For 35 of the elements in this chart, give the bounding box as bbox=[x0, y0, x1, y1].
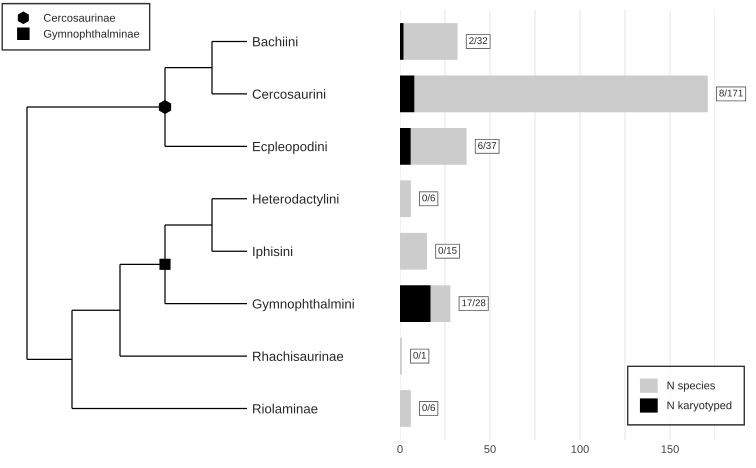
bar bbox=[410, 128, 467, 165]
bar bbox=[404, 23, 458, 60]
annotation: 6/37 bbox=[478, 142, 496, 149]
bar bbox=[414, 76, 708, 112]
text: Cercosaurinae bbox=[44, 14, 116, 22]
bar bbox=[400, 285, 431, 322]
annotation: 17/28 bbox=[462, 299, 486, 306]
bar bbox=[400, 232, 427, 270]
legend-label: N karyotyped bbox=[668, 401, 732, 412]
y-tick-label: Ecpleopodini bbox=[253, 142, 327, 154]
x-tick-label: 0 bbox=[397, 445, 403, 454]
annotation: 8/171 bbox=[719, 89, 743, 97]
bar bbox=[400, 390, 411, 427]
text: Gymnophthalminae bbox=[44, 30, 140, 40]
x-tick-label: 150 bbox=[662, 445, 679, 454]
y-tick-label: Gymnophthalmini bbox=[252, 298, 354, 312]
y-tick-label: Bachiini bbox=[253, 36, 298, 46]
y-tick-label: Cercosaurini bbox=[252, 89, 326, 99]
bar bbox=[400, 128, 411, 165]
legend-label: N species bbox=[668, 381, 715, 392]
bar bbox=[400, 76, 414, 112]
bar bbox=[400, 23, 404, 60]
y-tick-label: Heterodactylini bbox=[253, 194, 338, 206]
annotation: 0/6 bbox=[422, 194, 435, 202]
y-tick-label: Iphisini bbox=[253, 246, 292, 259]
y-tick-label: Rhachisaurinae bbox=[253, 351, 344, 362]
annotation: 0/15 bbox=[438, 246, 457, 254]
annotation: 2/32 bbox=[469, 36, 488, 44]
y-tick-label: Riolaminae bbox=[253, 404, 318, 414]
annotation: 0/6 bbox=[422, 404, 435, 412]
bar bbox=[430, 285, 450, 322]
x-tick-label: 100 bbox=[572, 445, 589, 454]
bar bbox=[400, 180, 411, 218]
x-tick-label: 50 bbox=[484, 445, 496, 454]
annotation: 0/1 bbox=[413, 352, 426, 359]
